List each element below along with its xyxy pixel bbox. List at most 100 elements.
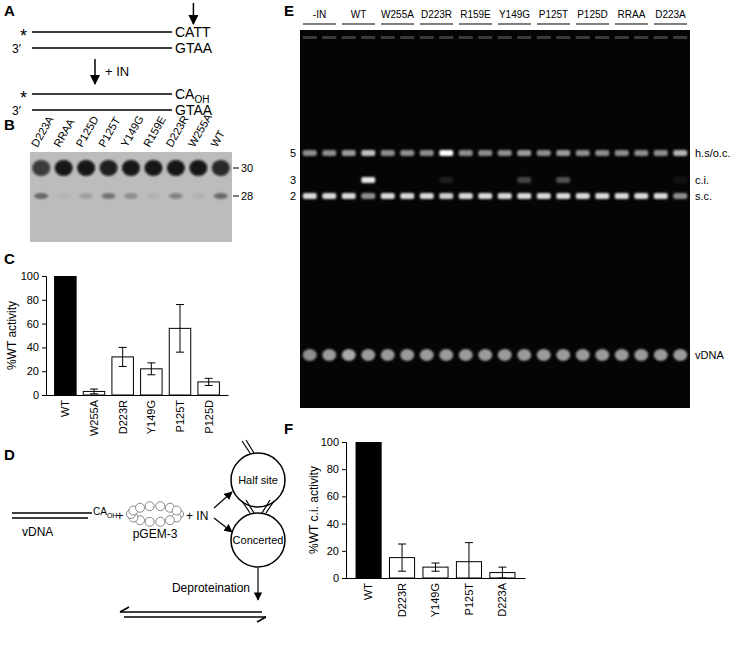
gel-band <box>673 349 687 361</box>
plus: + <box>116 508 124 523</box>
gel-well <box>342 36 356 39</box>
error-cap <box>147 362 155 363</box>
error-bar <box>502 567 503 578</box>
y-tick-label: 100 <box>21 270 39 282</box>
gel-band <box>342 193 356 199</box>
lane-pair-bar <box>615 23 648 24</box>
y-tick-mark <box>342 496 346 497</box>
y-axis-title: %WT activity <box>5 301 19 370</box>
y-tick-mark <box>42 324 46 325</box>
deproteination-arrow <box>257 568 258 600</box>
x-tick-label: W255A <box>88 399 100 436</box>
gel-band <box>420 349 434 361</box>
band-label: h.s/o.c. <box>695 147 730 159</box>
plasmid-bead <box>156 517 165 526</box>
gel-band <box>615 177 629 183</box>
product-strand <box>124 616 266 618</box>
gel-band <box>361 150 375 156</box>
x-tick: D223R <box>117 395 129 434</box>
error-cap <box>465 542 473 543</box>
plot-area <box>356 442 515 578</box>
y-tick-mark <box>342 524 346 525</box>
label-star: * <box>20 88 27 108</box>
gel-band <box>342 150 356 156</box>
gel-band <box>439 193 453 199</box>
panel-label: A <box>4 2 15 19</box>
panel-b: D223ARRAAP125DP125TY149GR159ED223RW255AW… <box>29 111 254 242</box>
error-cap <box>176 352 184 353</box>
lane-label: P125D <box>577 9 608 20</box>
y-tick: 20 <box>327 545 346 557</box>
gel-band <box>400 177 414 183</box>
gel-well <box>498 36 512 39</box>
gel-band <box>342 349 356 361</box>
gel-band <box>615 150 629 156</box>
gel-band <box>303 177 317 183</box>
y-tick: 100 <box>321 436 346 448</box>
gel-well <box>361 36 375 39</box>
error-cap <box>90 393 98 394</box>
bottom-strand <box>32 47 172 49</box>
gel-band <box>361 193 375 199</box>
gel-band <box>478 177 492 183</box>
y-tick-label: 100 <box>321 436 339 448</box>
error-cap <box>398 571 406 572</box>
gel-band <box>420 150 434 156</box>
y-tick-mark <box>42 276 46 277</box>
gel-band <box>654 177 668 183</box>
gel-band <box>654 349 668 361</box>
gel-band <box>634 349 648 361</box>
product-label: Concerted <box>233 534 284 546</box>
gel-band <box>478 349 492 361</box>
inserted-vdna <box>246 440 254 453</box>
reagent: + IN <box>186 509 208 523</box>
y-axis-title: %WT c.i. activity <box>307 466 321 554</box>
y-tick: 0 <box>33 389 46 401</box>
gel-band <box>517 349 531 361</box>
y-tick-label: 60 <box>327 490 339 502</box>
gel-band <box>169 193 183 199</box>
plasmid-bead <box>136 503 145 512</box>
plasmid-label: pGEM-3 <box>133 527 178 541</box>
lane-pair-bar <box>420 23 453 24</box>
substrate-label: vDNA <box>22 525 53 539</box>
gel-band <box>122 160 140 176</box>
error-bar <box>179 305 180 353</box>
y-tick: 20 <box>27 365 46 377</box>
y-tick-label: 0 <box>333 572 339 584</box>
x-tick-label: P125D <box>203 400 215 434</box>
gel-band <box>102 193 116 199</box>
y-tick-mark <box>342 442 346 443</box>
gel-band <box>673 193 687 199</box>
gel-band <box>322 193 336 199</box>
plasmid-bead <box>145 502 154 511</box>
gel-band <box>517 177 531 183</box>
band-label: c.i. <box>695 174 709 186</box>
bar <box>356 442 381 578</box>
panel-label: D <box>4 446 15 463</box>
band-label: s.c. <box>695 190 712 202</box>
plasmid-bead <box>172 506 181 515</box>
bar-chart: 020406080100WTW255AD223RY149GP125TP125D%… <box>5 270 229 436</box>
gel-band <box>634 150 648 156</box>
gel-band <box>361 349 375 361</box>
error-cap <box>432 571 440 572</box>
gel-band <box>77 160 95 176</box>
gel-band <box>537 193 551 199</box>
lane-pair-bar <box>342 23 375 24</box>
lane-pair-bar <box>459 23 492 24</box>
bar-chart: 020406080100WTD223RY149GP125TD223A%WT c.… <box>307 436 526 617</box>
gel-well <box>381 36 395 39</box>
error-cap <box>205 378 213 379</box>
gel-band <box>381 150 395 156</box>
product-circle <box>231 453 285 507</box>
plasmid-bead <box>165 516 174 525</box>
y-tick: 80 <box>27 294 46 306</box>
y-tick-label: 0 <box>33 389 39 401</box>
gel-band <box>537 150 551 156</box>
panel-a: *CATT3′GTAA+ IN*CAOH3′GTAA <box>12 3 213 118</box>
gel-well <box>615 36 629 39</box>
x-tick: P125T <box>463 578 475 615</box>
lane-label: RRAA <box>618 9 646 20</box>
lane-label: Y149G <box>499 9 530 20</box>
